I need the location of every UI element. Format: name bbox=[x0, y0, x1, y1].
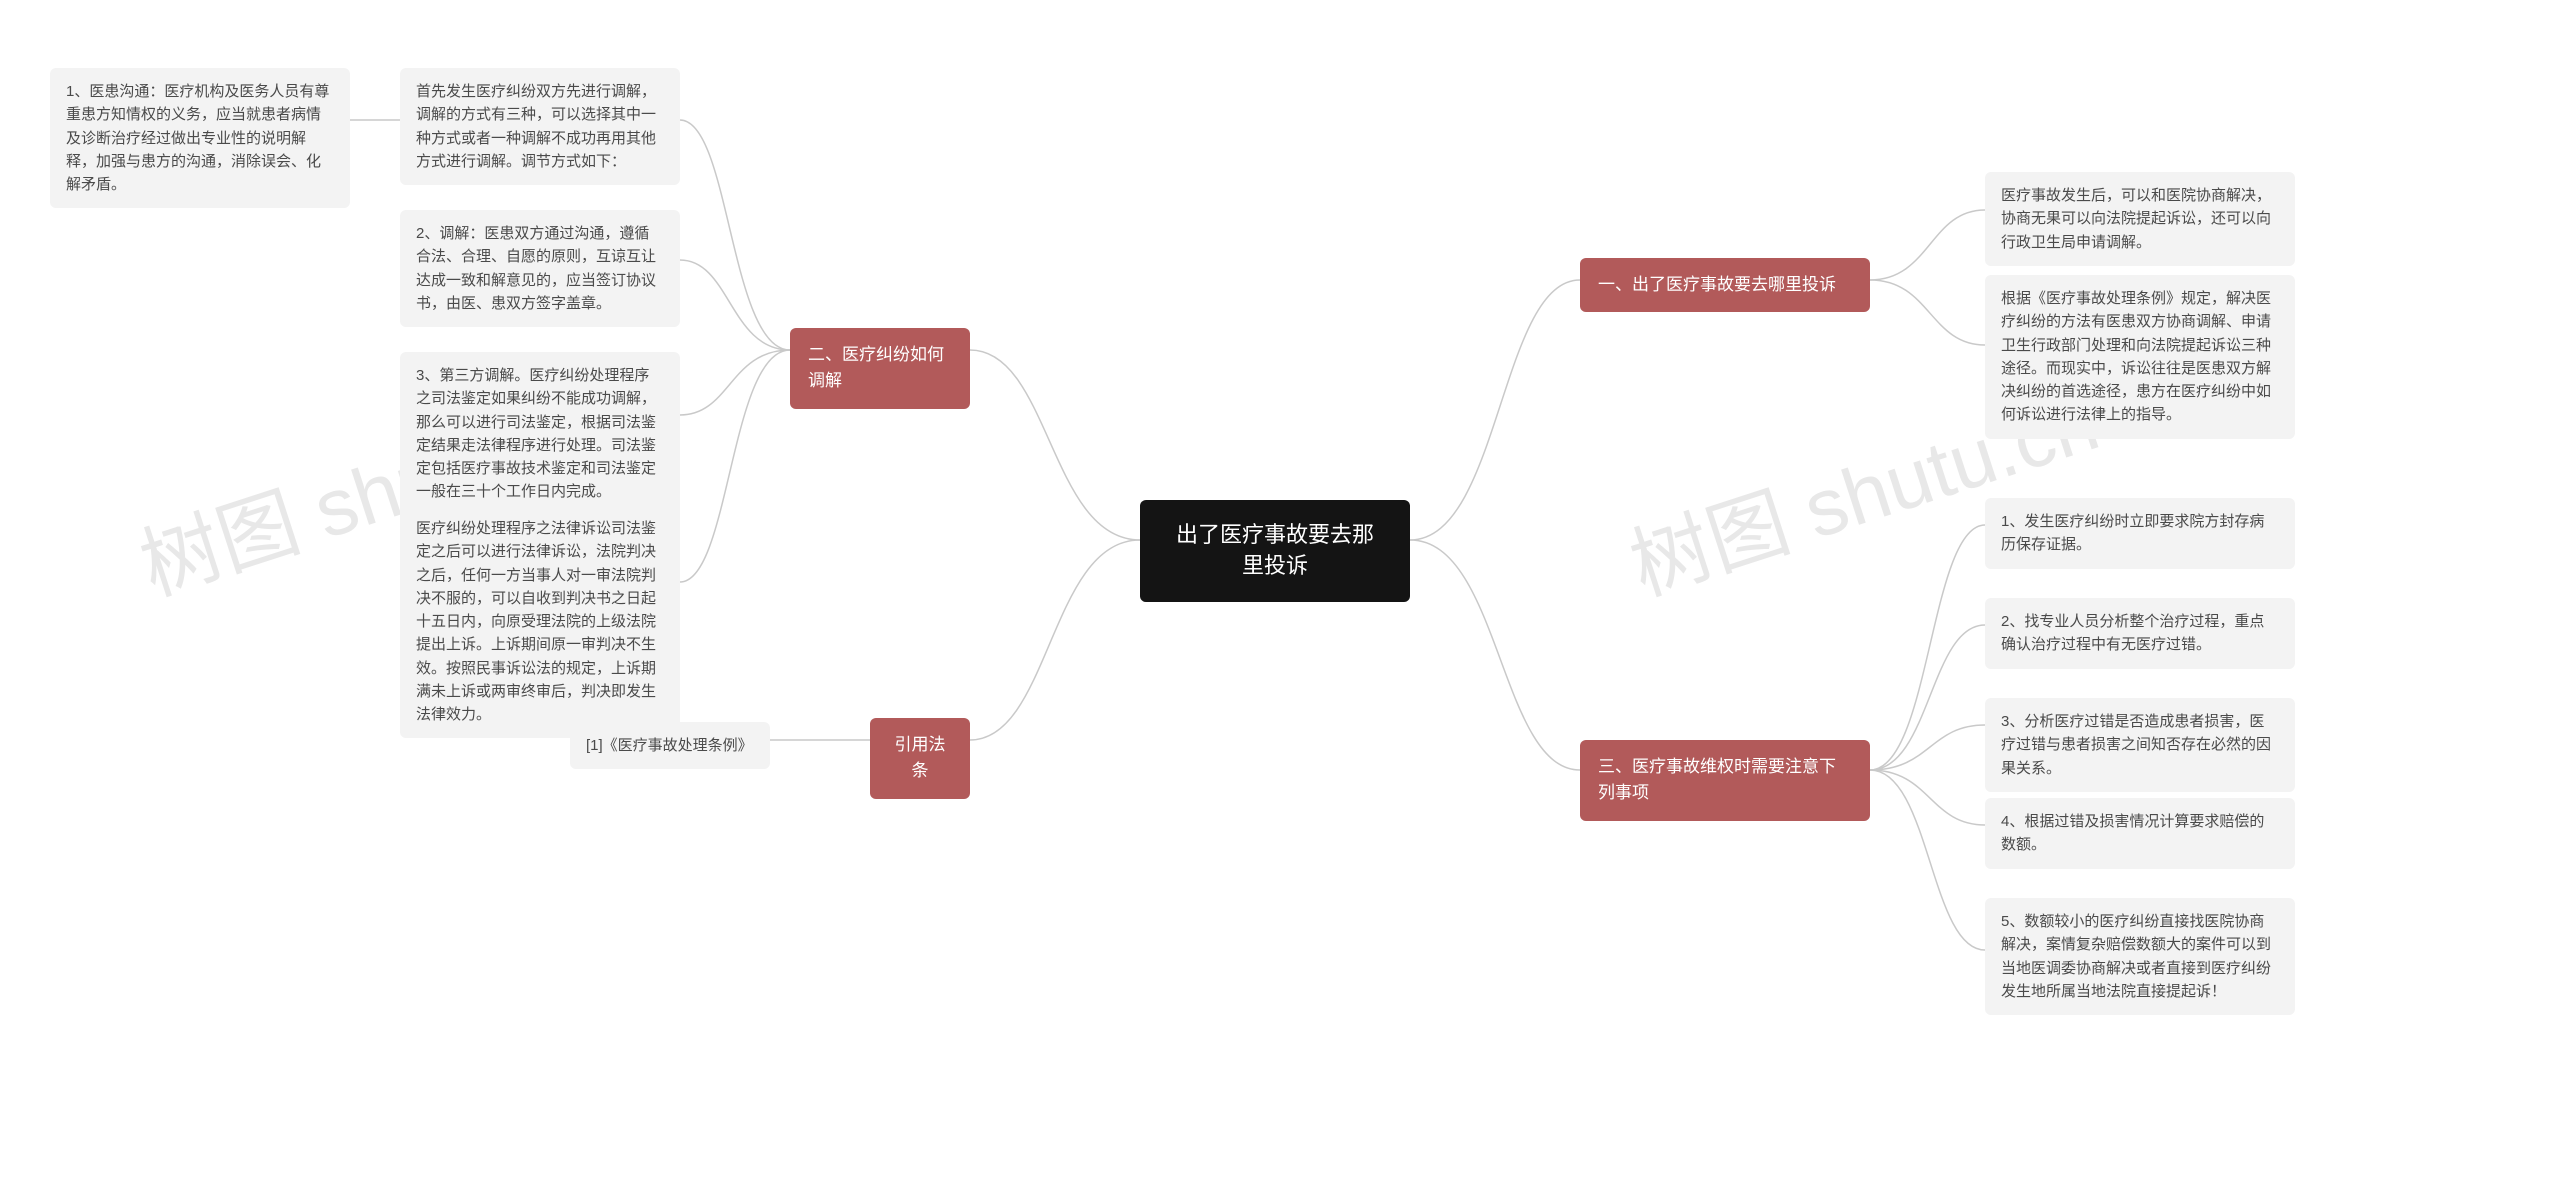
leaf-text: 1、医患沟通：医疗机构及医务人员有尊重患方知情权的义务，应当就患者病情及诊断治疗… bbox=[66, 83, 329, 193]
leaf-l2-0-extra: 1、医患沟通：医疗机构及医务人员有尊重患方知情权的义务，应当就患者病情及诊断治疗… bbox=[50, 68, 350, 208]
leaf-l2-3: 医疗纠纷处理程序之法律诉讼司法鉴定之后可以进行法律诉讼，法院判决之后，任何一方当… bbox=[400, 505, 680, 738]
leaf-text: 首先发生医疗纠纷双方先进行调解，调解的方式有三种，可以选择其中一种方式或者一种调… bbox=[416, 83, 656, 170]
leaf-l2-2: 3、第三方调解。医疗纠纷处理程序之司法鉴定如果纠纷不能成功调解，那么可以进行司法… bbox=[400, 352, 680, 516]
branch-label: 二、医疗纠纷如何调解 bbox=[808, 345, 944, 390]
leaf-r3-2: 3、分析医疗过错是否造成患者损害，医疗过错与患者损害之间知否存在必然的因果关系。 bbox=[1985, 698, 2295, 792]
center-text: 出了医疗事故要去那里投诉 bbox=[1176, 522, 1374, 578]
leaf-l2-0-intro: 首先发生医疗纠纷双方先进行调解，调解的方式有三种，可以选择其中一种方式或者一种调… bbox=[400, 68, 680, 185]
leaf-text: 医疗事故发生后，可以和医院协商解决，协商无果可以向法院提起诉讼，还可以向行政卫生… bbox=[2001, 187, 2271, 251]
leaf-r3-1: 2、找专业人员分析整个治疗过程，重点确认治疗过程中有无医疗过错。 bbox=[1985, 598, 2295, 669]
leaf-text: 3、第三方调解。医疗纠纷处理程序之司法鉴定如果纠纷不能成功调解，那么可以进行司法… bbox=[416, 367, 656, 500]
leaf-text: 根据《医疗事故处理条例》规定，解决医疗纠纷的方法有医患双方协商调解、申请卫生行政… bbox=[2001, 290, 2271, 423]
leaf-text: [1]《医疗事故处理条例》 bbox=[586, 737, 753, 754]
branch-right-1: 一、出了医疗事故要去哪里投诉 bbox=[1580, 258, 1870, 312]
leaf-r1-1: 根据《医疗事故处理条例》规定，解决医疗纠纷的方法有医患双方协商调解、申请卫生行政… bbox=[1985, 275, 2295, 439]
leaf-l2-1: 2、调解：医患双方通过沟通，遵循合法、合理、自愿的原则，互谅互让达成一致和解意见… bbox=[400, 210, 680, 327]
leaf-text: 医疗纠纷处理程序之法律诉讼司法鉴定之后可以进行法律诉讼，法院判决之后，任何一方当… bbox=[416, 520, 656, 723]
branch-label: 一、出了医疗事故要去哪里投诉 bbox=[1598, 275, 1836, 294]
leaf-text: 3、分析医疗过错是否造成患者损害，医疗过错与患者损害之间知否存在必然的因果关系。 bbox=[2001, 713, 2271, 777]
branch-label: 三、医疗事故维权时需要注意下列事项 bbox=[1598, 757, 1836, 802]
leaf-text: 1、发生医疗纠纷时立即要求院方封存病历保存证据。 bbox=[2001, 513, 2264, 553]
leaf-r3-3: 4、根据过错及损害情况计算要求赔偿的数额。 bbox=[1985, 798, 2295, 869]
leaf-text: 2、找专业人员分析整个治疗过程，重点确认治疗过程中有无医疗过错。 bbox=[2001, 613, 2264, 653]
leaf-text: 2、调解：医患双方通过沟通，遵循合法、合理、自愿的原则，互谅互让达成一致和解意见… bbox=[416, 225, 656, 312]
leaf-text: 5、数额较小的医疗纠纷直接找医院协商解决，案情复杂赔偿数额大的案件可以到当地医调… bbox=[2001, 913, 2271, 1000]
leaf-r3-4: 5、数额较小的医疗纠纷直接找医院协商解决，案情复杂赔偿数额大的案件可以到当地医调… bbox=[1985, 898, 2295, 1015]
branch-label: 引用法条 bbox=[895, 735, 946, 780]
leaf-text: 4、根据过错及损害情况计算要求赔偿的数额。 bbox=[2001, 813, 2264, 853]
branch-left-2: 二、医疗纠纷如何调解 bbox=[790, 328, 970, 409]
leaf-r1-0: 医疗事故发生后，可以和医院协商解决，协商无果可以向法院提起诉讼，还可以向行政卫生… bbox=[1985, 172, 2295, 266]
leaf-lref-0: [1]《医疗事故处理条例》 bbox=[570, 722, 770, 769]
branch-left-ref: 引用法条 bbox=[870, 718, 970, 799]
center-node: 出了医疗事故要去那里投诉 bbox=[1140, 500, 1410, 602]
branch-right-3: 三、医疗事故维权时需要注意下列事项 bbox=[1580, 740, 1870, 821]
leaf-r3-0: 1、发生医疗纠纷时立即要求院方封存病历保存证据。 bbox=[1985, 498, 2295, 569]
